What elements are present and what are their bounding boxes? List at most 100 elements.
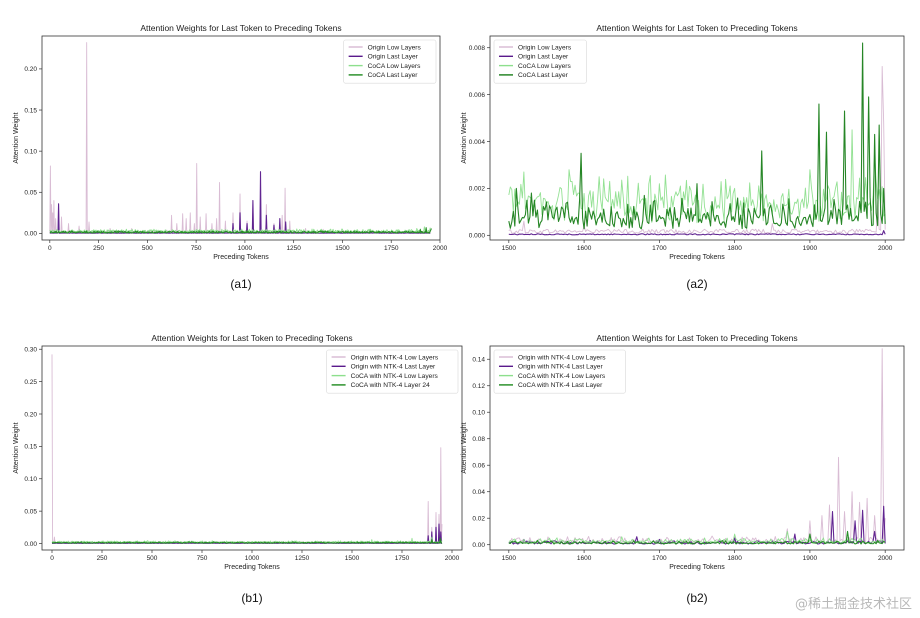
legend-label-2: Origin with NTK-4 Last Layer — [351, 364, 436, 371]
series-line-2 — [508, 230, 886, 236]
x-tick-label: 1900 — [803, 245, 818, 252]
x-tick-label: 2000 — [433, 245, 448, 252]
x-tick-label: 0 — [48, 245, 52, 252]
legend-box — [326, 349, 459, 394]
x-axis-label: Preceding Tokens — [669, 564, 725, 571]
legend-box — [493, 39, 587, 84]
plot-area — [508, 42, 886, 236]
y-tick-label: 0.002 — [469, 186, 486, 193]
y-axis-label: Attention Weight — [461, 112, 468, 163]
x-tick-label: 2000 — [878, 555, 893, 562]
y-tick-label: 0.20 — [24, 411, 37, 418]
x-tick-label: 1500 — [502, 555, 517, 562]
legend: Origin with NTK-4 Low Layers Origin with … — [493, 349, 626, 394]
x-tick-label: 0 — [50, 555, 54, 562]
y-tick-label: 0.00 — [24, 541, 37, 548]
x-tick-label: 1800 — [727, 555, 742, 562]
x-tick-label: 500 — [147, 555, 158, 562]
y-tick-label: 0.12 — [472, 383, 485, 390]
series-line-4 — [49, 227, 432, 234]
legend-box — [343, 39, 437, 84]
y-tick-label: 0.20 — [24, 66, 37, 73]
series-line-3 — [508, 531, 886, 545]
x-tick-label: 1500 — [502, 245, 517, 252]
y-tick-label: 0.08 — [472, 436, 485, 443]
series-line-3 — [51, 536, 443, 544]
x-tick-label: 1700 — [652, 555, 667, 562]
y-tick-label: 0.10 — [24, 476, 37, 483]
y-tick-label: 0.10 — [472, 410, 485, 417]
y-axis-label: Attention Weight — [13, 422, 20, 473]
x-tick-label: 1900 — [803, 555, 818, 562]
y-tick-label: 0.00 — [472, 542, 485, 549]
chart-title: Attention Weights for Last Token to Prec… — [596, 333, 797, 343]
y-tick-label: 0.04 — [472, 489, 485, 496]
x-tick-label: 1700 — [652, 245, 667, 252]
legend-label-3: CoCA with NTK-4 Low Layers — [518, 373, 606, 380]
legend: Origin Low Layers Origin Last Layer CoCA L… — [343, 39, 437, 84]
watermark: @稀土掘金技术社区 — [794, 597, 912, 612]
legend-label-1: Origin with NTK-4 Low Layers — [351, 354, 439, 361]
x-tick-label: 1600 — [577, 555, 592, 562]
series-line-4 — [508, 530, 886, 545]
legend-label-1: Origin Low Layers — [368, 44, 422, 51]
legend-label-4: CoCA with NTK-4 Layer 24 — [351, 382, 430, 389]
chart-panel-3: Attention Weights for Last Token to Prec… — [13, 333, 463, 605]
legend-label-2: Origin Last Layer — [518, 54, 569, 61]
x-tick-label: 1000 — [238, 245, 253, 252]
x-axis-label: Preceding Tokens — [224, 564, 280, 571]
x-tick-label: 250 — [97, 555, 108, 562]
legend: Origin with NTK-4 Low Layers Origin with … — [326, 349, 459, 394]
plot-frame — [489, 35, 905, 241]
plot-frame — [41, 35, 441, 241]
x-tick-label: 1000 — [245, 555, 260, 562]
panel-label: (a1) — [230, 277, 251, 291]
series-line-2 — [51, 523, 443, 544]
legend-label-3: CoCA Low Layers — [518, 63, 571, 70]
series-line-1 — [508, 66, 886, 234]
y-tick-label: 0.004 — [469, 139, 486, 146]
legend-label-2: Origin with NTK-4 Last Layer — [518, 364, 603, 371]
legend-label-1: Origin Low Layers — [518, 44, 572, 51]
plot-frame — [489, 345, 905, 551]
x-tick-label: 750 — [197, 555, 208, 562]
chart-title: Attention Weights for Last Token to Prec… — [151, 333, 352, 343]
y-tick-label: 0.15 — [24, 444, 37, 451]
x-tick-label: 2000 — [445, 555, 460, 562]
y-tick-label: 0.10 — [24, 148, 37, 155]
x-tick-label: 750 — [191, 245, 202, 252]
y-tick-label: 0.14 — [472, 357, 485, 364]
legend-label-4: CoCA Last Layer — [518, 72, 569, 79]
legend-label-4: CoCA Last Layer — [368, 72, 419, 79]
chart-title: Attention Weights for Last Token to Prec… — [140, 23, 341, 33]
y-tick-label: 0.30 — [24, 347, 37, 354]
y-tick-label: 0.15 — [24, 107, 37, 114]
y-tick-label: 0.006 — [469, 92, 486, 99]
x-tick-label: 1250 — [295, 555, 310, 562]
y-tick-label: 0.000 — [469, 233, 486, 240]
x-tick-label: 1800 — [727, 245, 742, 252]
chart-panel-4: Attention Weights for Last Token to Prec… — [461, 333, 905, 605]
x-axis-label: Preceding Tokens — [669, 254, 725, 261]
y-tick-label: 0.25 — [24, 379, 37, 386]
x-tick-label: 1600 — [577, 245, 592, 252]
x-tick-label: 1500 — [335, 245, 350, 252]
x-tick-label: 1250 — [286, 245, 301, 252]
legend-label-1: Origin with NTK-4 Low Layers — [518, 354, 606, 361]
x-tick-label: 1750 — [395, 555, 410, 562]
y-axis-label: Attention Weight — [461, 422, 468, 473]
plot-area — [51, 354, 443, 544]
series-line-4 — [51, 537, 443, 544]
chart-title: Attention Weights for Last Token to Prec… — [596, 23, 797, 33]
y-tick-label: 0.05 — [24, 190, 37, 197]
legend-label-3: CoCA Low Layers — [368, 63, 421, 70]
plot-area — [49, 42, 432, 234]
plot-area — [508, 348, 886, 545]
panel-label: (b1) — [241, 591, 262, 605]
x-tick-label: 500 — [142, 245, 153, 252]
series-line-4 — [508, 42, 886, 230]
y-tick-label: 0.06 — [472, 463, 485, 470]
legend-label-4: CoCA with NTK-4 Last Layer — [518, 382, 603, 389]
y-tick-label: 0.008 — [469, 45, 486, 52]
x-tick-label: 1750 — [384, 245, 399, 252]
